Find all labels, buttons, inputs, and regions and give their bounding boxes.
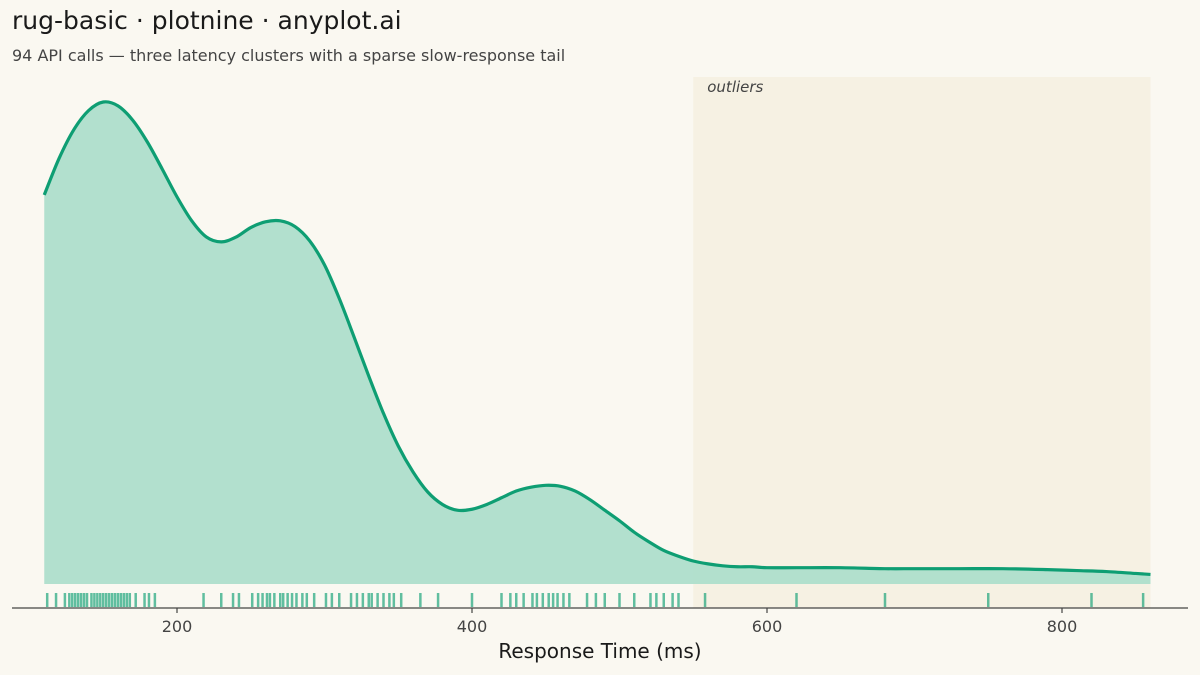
density-line — [42, 100, 1151, 577]
x-tick-label: 800 — [1047, 617, 1078, 636]
outlier-band-label: outliers — [707, 78, 763, 96]
x-tick-label: 200 — [162, 617, 193, 636]
density-area — [44, 101, 1151, 585]
x-tick-label: 600 — [752, 617, 783, 636]
chart-title: rug-basic · plotnine · anyplot.ai — [12, 6, 402, 35]
x-axis-ticks: 200 400 600 800 — [162, 608, 1078, 636]
chart-subtitle: 94 API calls — three latency clusters wi… — [12, 46, 566, 65]
outlier-band — [693, 77, 1151, 608]
x-axis-title: Response Time (ms) — [498, 639, 701, 663]
rug-marks — [45, 593, 1145, 607]
x-tick-label: 400 — [457, 617, 488, 636]
